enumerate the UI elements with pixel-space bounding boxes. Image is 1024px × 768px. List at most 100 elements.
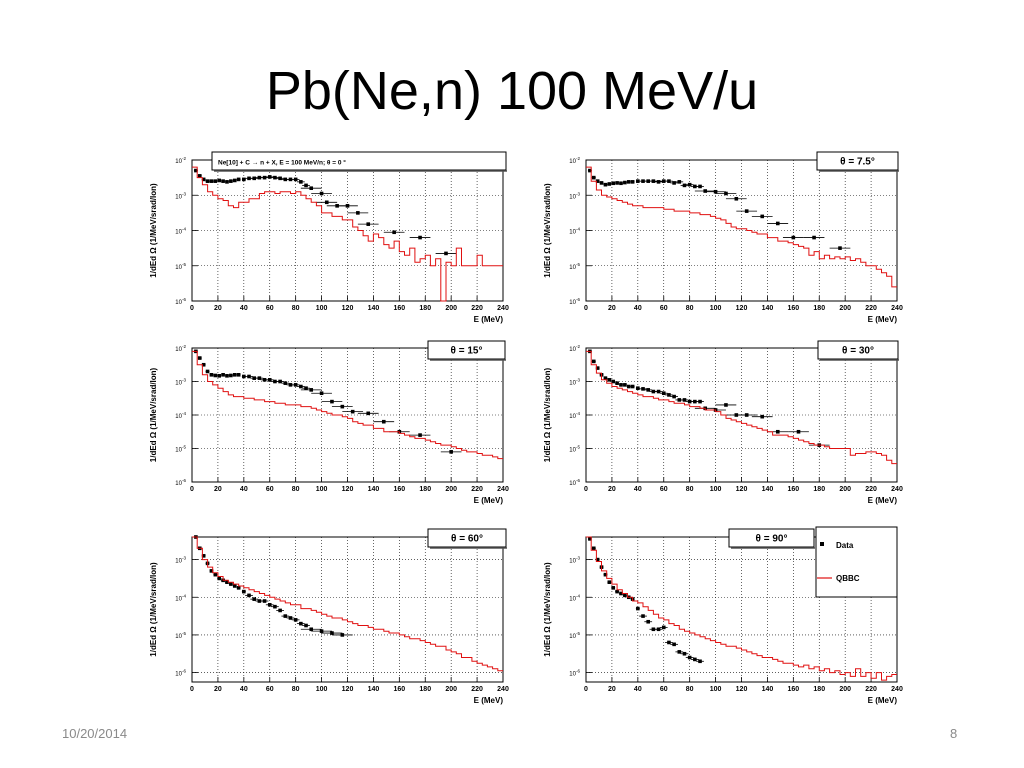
data-point: [607, 580, 612, 584]
x-axis-label: E (MeV): [474, 696, 504, 705]
data-point: [698, 659, 702, 664]
x-tick-label: 140: [762, 486, 774, 493]
data-point: [309, 388, 314, 392]
data-point: [615, 381, 619, 385]
y-tick-exponent: -2: [576, 156, 580, 161]
data-point: [672, 181, 676, 185]
data-point: [687, 655, 692, 660]
data-point: [641, 387, 645, 391]
data-point: [595, 557, 600, 562]
data-point: [197, 356, 202, 360]
data-point: [591, 175, 596, 180]
data-point: [319, 191, 324, 196]
data-point: [229, 179, 233, 183]
data-point: [201, 362, 206, 367]
slide-title: Pb(Ne,n) 100 MeV/u: [265, 61, 759, 121]
data-point: [667, 640, 671, 645]
y-tick-base: 10: [175, 559, 182, 565]
y-tick-base: 10: [569, 634, 576, 640]
data-point: [350, 409, 355, 414]
y-tick-label: 10-5: [175, 445, 186, 454]
legend-model-label: QBBC: [836, 574, 860, 583]
data-point: [324, 200, 329, 205]
data-point: [724, 403, 728, 407]
y-tick-label: 10-5: [175, 631, 186, 640]
data-point: [273, 379, 277, 384]
x-tick-label: 120: [342, 486, 354, 493]
y-tick-exponent: -3: [576, 191, 580, 196]
data-point: [209, 179, 214, 183]
data-point: [257, 376, 262, 380]
data-point: [262, 599, 267, 603]
data-point: [641, 179, 645, 183]
data-point: [591, 359, 596, 364]
x-tick-label: 100: [316, 486, 328, 493]
data-point: [232, 373, 237, 377]
data-point: [651, 389, 656, 394]
y-tick-exponent: -4: [182, 227, 186, 232]
x-tick-label: 160: [393, 486, 405, 493]
data-point: [340, 404, 345, 409]
y-tick-exponent: -4: [182, 411, 186, 416]
data-point: [232, 584, 237, 588]
slide-date: 10/20/2014: [62, 726, 128, 741]
x-tick-label: 200: [445, 686, 457, 693]
data-point: [205, 369, 210, 374]
panel-title-box: [427, 528, 507, 548]
data-point: [273, 175, 277, 180]
y-tick-base: 10: [175, 414, 182, 420]
y-tick-base: 10: [175, 672, 182, 678]
data-point: [213, 572, 218, 577]
x-tick-label: 160: [787, 486, 799, 493]
x-tick-label: 140: [368, 486, 380, 493]
x-tick-label: 220: [865, 305, 877, 312]
data-point: [636, 606, 640, 611]
y-tick-label: 10-4: [175, 593, 186, 602]
data-point: [760, 414, 765, 419]
y-tick-base: 10: [569, 672, 576, 678]
chart-panel-1: 0 20 40 60 80 100 120 140 160 180 200 220 24010-210-…: [149, 151, 509, 324]
data-point: [636, 179, 640, 183]
x-tick-label: 80: [292, 486, 300, 493]
data-point: [641, 614, 645, 618]
data-point: [693, 657, 697, 662]
data-point: [661, 179, 666, 183]
panel-title: θ = 7.5°: [840, 157, 875, 168]
data-point: [267, 378, 272, 382]
y-tick-label: 10-4: [569, 227, 580, 236]
data-point: [229, 582, 233, 586]
x-tick-label: 180: [813, 305, 825, 312]
data-point: [273, 604, 277, 609]
x-tick-label: 140: [368, 305, 380, 312]
data-point: [682, 183, 687, 188]
x-tick-label: 160: [787, 686, 799, 693]
x-tick-label: 60: [266, 486, 274, 493]
x-tick-label: 0: [190, 686, 194, 693]
data-point: [201, 554, 206, 558]
data-point: [217, 178, 222, 183]
y-tick-base: 10: [175, 230, 182, 236]
y-tick-exponent: -4: [576, 411, 580, 416]
x-tick-label: 80: [292, 305, 300, 312]
data-point: [209, 569, 214, 573]
x-tick-label: 20: [608, 686, 616, 693]
data-point: [724, 191, 728, 196]
panel-title: θ = 60°: [451, 534, 483, 545]
y-tick-exponent: -5: [576, 262, 580, 267]
x-tick-label: 0: [584, 305, 588, 312]
data-point: [201, 177, 206, 182]
data-point: [283, 614, 288, 618]
data-point: [257, 599, 262, 603]
data-point: [288, 383, 293, 387]
data-point: [619, 591, 623, 596]
data-point: [599, 181, 604, 185]
y-tick-label: 10-4: [569, 411, 580, 420]
data-point: [623, 593, 627, 598]
data-point: [603, 182, 608, 187]
data-point: [225, 580, 229, 584]
data-point: [698, 399, 702, 404]
x-tick-label: 60: [660, 686, 668, 693]
data-point: [236, 373, 241, 377]
data-point: [611, 181, 616, 186]
y-axis-label: 1/dEd Ω (1/MeV/srad/Ion): [543, 367, 552, 462]
